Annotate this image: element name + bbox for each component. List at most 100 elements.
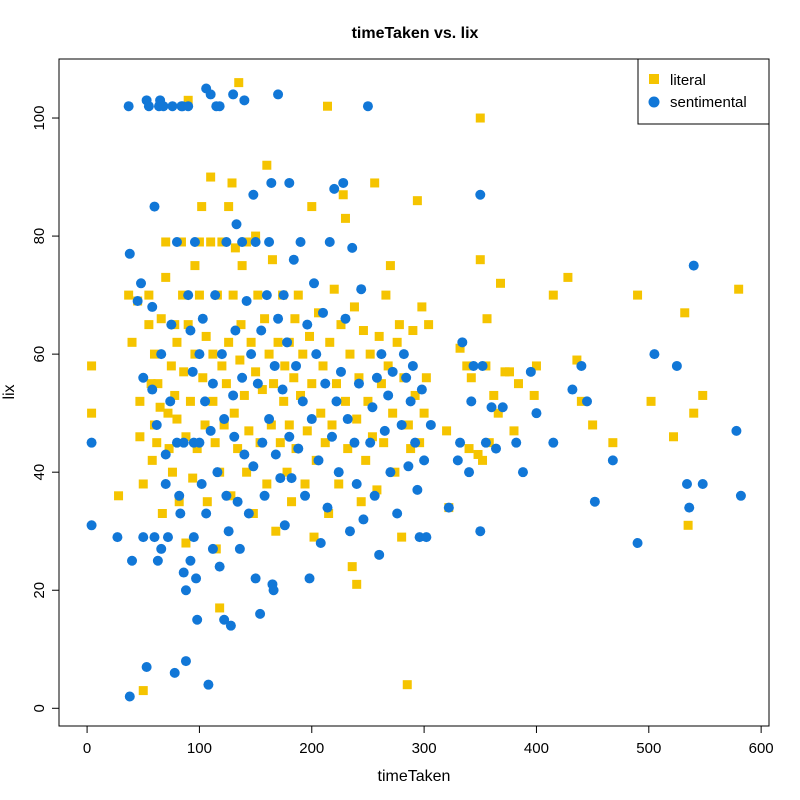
- point-sentimental: [138, 372, 149, 383]
- point-literal: [161, 237, 171, 247]
- point-sentimental: [273, 313, 284, 324]
- point-sentimental: [231, 219, 242, 230]
- point-literal: [230, 243, 240, 253]
- point-sentimental: [369, 490, 380, 501]
- point-sentimental: [246, 349, 257, 360]
- point-literal: [372, 485, 382, 495]
- point-sentimental: [291, 360, 302, 371]
- point-sentimental: [383, 390, 394, 401]
- point-sentimental: [697, 478, 708, 489]
- point-literal: [152, 438, 162, 448]
- point-literal: [367, 432, 377, 442]
- point-sentimental: [392, 508, 403, 519]
- point-sentimental: [300, 490, 311, 501]
- point-literal: [307, 202, 317, 212]
- point-sentimental: [358, 514, 369, 525]
- point-literal: [689, 408, 699, 418]
- point-literal: [275, 438, 285, 448]
- point-sentimental: [189, 236, 200, 247]
- x-tick-label: 400: [524, 740, 549, 757]
- point-sentimental: [259, 490, 270, 501]
- legend-marker-sentimental: [648, 96, 660, 108]
- point-sentimental: [149, 532, 160, 543]
- point-literal: [179, 367, 189, 377]
- point-sentimental: [443, 502, 454, 513]
- point-sentimental: [517, 467, 528, 478]
- point-literal: [170, 390, 180, 400]
- point-sentimental: [407, 360, 418, 371]
- point-sentimental: [205, 425, 216, 436]
- point-sentimental: [379, 425, 390, 436]
- point-literal: [334, 479, 344, 489]
- point-literal: [419, 408, 429, 418]
- point-literal: [320, 438, 330, 448]
- point-sentimental: [464, 467, 475, 478]
- point-sentimental: [349, 437, 360, 448]
- x-axis: 0 100 200 300 400 500 600: [83, 725, 774, 757]
- point-sentimental: [365, 437, 376, 448]
- point-literal: [221, 379, 231, 389]
- point-literal: [201, 331, 211, 341]
- point-sentimental: [371, 372, 382, 383]
- point-sentimental: [219, 414, 230, 425]
- point-literal: [421, 373, 431, 383]
- point-literal: [208, 349, 218, 359]
- point-sentimental: [367, 402, 378, 413]
- point-sentimental: [269, 360, 280, 371]
- point-literal: [234, 78, 244, 88]
- point-sentimental: [151, 419, 162, 430]
- point-literal: [224, 337, 234, 347]
- point-literal: [361, 455, 371, 465]
- point-literal: [572, 355, 582, 365]
- point-sentimental: [277, 384, 288, 395]
- point-sentimental: [225, 620, 236, 631]
- point-sentimental: [166, 319, 177, 330]
- point-literal: [531, 361, 541, 371]
- point-literal: [208, 396, 218, 406]
- point-literal: [300, 479, 310, 489]
- point-literal: [680, 308, 690, 318]
- point-sentimental: [86, 437, 97, 448]
- point-sentimental: [374, 549, 385, 560]
- legend-label-sentimental: sentimental: [670, 94, 747, 111]
- point-sentimental: [201, 508, 212, 519]
- point-literal: [379, 438, 389, 448]
- point-literal: [336, 320, 346, 330]
- point-literal: [473, 449, 483, 459]
- point-literal: [475, 255, 485, 265]
- point-literal: [273, 337, 283, 347]
- point-sentimental: [282, 337, 293, 348]
- point-literal: [307, 379, 317, 389]
- point-literal: [588, 420, 598, 430]
- point-literal: [147, 455, 157, 465]
- point-sentimental: [468, 360, 479, 371]
- data-points: [86, 78, 746, 702]
- x-tick-label: 600: [749, 740, 774, 757]
- point-literal: [298, 349, 308, 359]
- point-literal: [343, 444, 353, 454]
- x-tick-label: 100: [187, 740, 212, 757]
- point-literal: [633, 290, 643, 300]
- point-sentimental: [169, 667, 180, 678]
- point-sentimental: [221, 490, 232, 501]
- point-sentimental: [223, 526, 234, 537]
- point-sentimental: [649, 349, 660, 360]
- point-sentimental: [257, 437, 268, 448]
- point-literal: [202, 497, 212, 507]
- point-sentimental: [180, 585, 191, 596]
- point-literal: [496, 278, 506, 288]
- point-sentimental: [270, 449, 281, 460]
- point-sentimental: [475, 189, 486, 200]
- point-literal: [504, 367, 514, 377]
- point-literal: [329, 284, 339, 294]
- point-sentimental: [127, 555, 138, 566]
- y-tick-label: 80: [31, 228, 48, 245]
- point-literal: [181, 432, 191, 442]
- point-literal: [305, 331, 315, 341]
- point-literal: [363, 396, 373, 406]
- point-literal: [309, 532, 319, 542]
- point-literal: [289, 373, 299, 383]
- point-literal: [324, 509, 334, 519]
- point-literal: [166, 361, 176, 371]
